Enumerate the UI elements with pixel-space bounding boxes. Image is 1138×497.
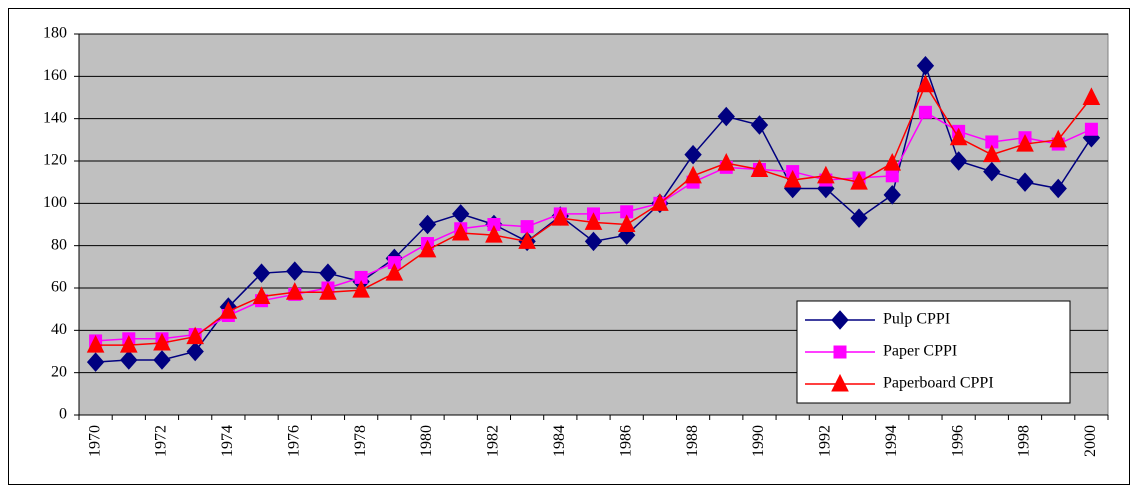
data-point (385, 263, 404, 281)
data-point (451, 222, 470, 241)
legend-label: Paper CPPI (883, 343, 957, 360)
x-tick-label: 2000 (1082, 425, 1099, 457)
legend-marker (833, 345, 847, 359)
y-tick-label: 40 (51, 321, 67, 338)
data-point (186, 326, 204, 345)
data-point (850, 208, 868, 228)
x-tick-label: 1988 (684, 425, 701, 457)
data-point (120, 350, 138, 370)
data-point (651, 193, 669, 211)
data-point (252, 286, 271, 304)
x-tick-label: 1984 (551, 425, 568, 457)
data-point (418, 214, 437, 235)
data-point (1016, 172, 1034, 192)
data-point (850, 172, 868, 190)
data-point (286, 261, 304, 281)
data-point (551, 208, 570, 226)
y-tick-label: 20 (51, 363, 67, 380)
data-point (1082, 87, 1101, 105)
data-point (153, 350, 171, 370)
data-point (584, 231, 603, 252)
data-point (1049, 178, 1067, 199)
x-tick-label: 1990 (750, 425, 767, 457)
x-tick-label: 1996 (949, 425, 966, 457)
data-point (86, 352, 105, 372)
y-tick-label: 140 (43, 109, 67, 126)
data-point (949, 151, 968, 171)
y-tick-label: 120 (43, 152, 67, 169)
data-point (617, 214, 636, 232)
data-point (883, 185, 901, 205)
data-point (949, 127, 968, 146)
data-point (918, 105, 932, 119)
y-tick-label: 0 (59, 406, 67, 423)
data-point (885, 169, 899, 183)
data-point (750, 115, 769, 135)
data-point (750, 159, 769, 177)
data-point (817, 165, 835, 184)
data-point (518, 231, 536, 249)
y-tick-label: 100 (43, 194, 67, 211)
data-point (319, 282, 337, 300)
data-point (684, 144, 702, 165)
data-point (717, 152, 736, 171)
data-point (684, 165, 702, 184)
data-point (153, 332, 171, 351)
legend-label: Pulp CPPI (883, 311, 950, 328)
x-tick-label: 1998 (1016, 425, 1033, 457)
data-point (252, 263, 271, 283)
data-point (219, 301, 238, 319)
y-tick-label: 160 (43, 67, 67, 84)
x-tick-label: 1986 (617, 425, 634, 457)
x-tick-label: 1976 (285, 425, 302, 457)
data-point (783, 169, 802, 188)
data-point (883, 152, 902, 171)
x-tick-label: 1970 (86, 425, 103, 457)
legend-marker (831, 310, 849, 330)
data-point (485, 224, 503, 243)
x-tick-label: 1982 (485, 425, 502, 457)
x-tick-label: 1994 (883, 425, 900, 457)
data-point (584, 212, 603, 230)
data-point (1016, 133, 1034, 152)
y-tick-label: 80 (51, 236, 67, 253)
x-tick-label: 1980 (418, 425, 435, 457)
data-point (520, 220, 534, 234)
data-point (983, 161, 1001, 182)
x-tick-label: 1978 (352, 425, 369, 457)
x-tick-label: 1992 (817, 425, 834, 457)
legend-marker (831, 373, 849, 392)
data-point (1084, 122, 1098, 136)
data-point (285, 282, 304, 300)
legend-label: Paperboard CPPI (883, 375, 994, 392)
x-tick-label: 1974 (219, 425, 236, 457)
data-point (352, 279, 370, 298)
data-point (418, 239, 437, 258)
data-point (717, 106, 735, 127)
data-point (119, 335, 138, 353)
data-point (1049, 129, 1068, 148)
y-tick-label: 60 (51, 279, 67, 296)
data-point (983, 144, 1001, 163)
y-tick-label: 180 (43, 25, 67, 42)
data-point (916, 74, 935, 93)
x-tick-label: 1972 (153, 425, 170, 457)
data-point (186, 341, 204, 362)
data-point (86, 335, 105, 353)
